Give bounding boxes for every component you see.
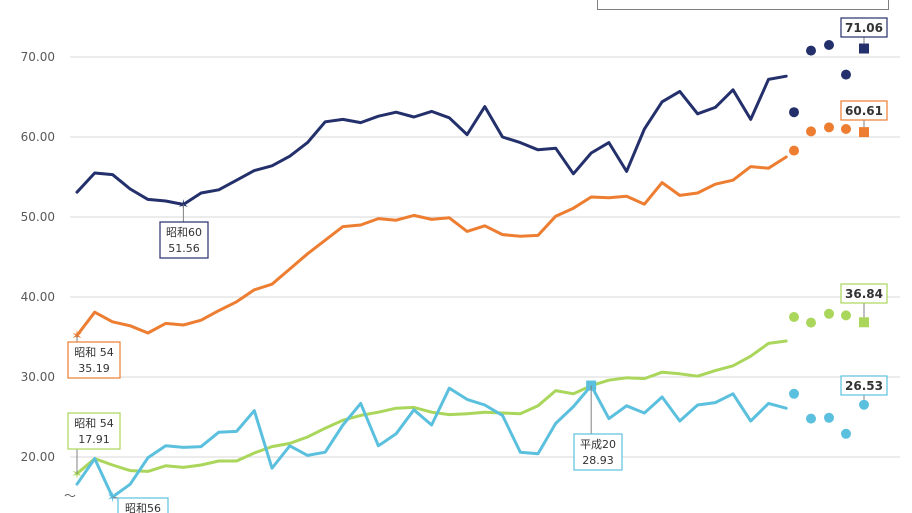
end-label-box xyxy=(840,100,888,121)
series-line-1 xyxy=(75,74,788,206)
series-line-4 xyxy=(75,384,788,499)
callout-value: 51.56 xyxy=(168,242,200,255)
projection-dot xyxy=(824,308,834,319)
callout-box xyxy=(573,433,623,471)
y-tick-label: 40.00 xyxy=(21,290,55,304)
projection-dot xyxy=(789,107,799,118)
chart-title-box xyxy=(597,0,889,10)
callout-leader xyxy=(112,496,119,499)
projection-dot xyxy=(806,317,816,328)
callout-label: 昭和56 xyxy=(125,502,161,513)
end-label-value: 36.84 xyxy=(845,287,883,301)
callout-label: 昭和60 xyxy=(166,226,202,239)
projection-dot xyxy=(859,399,869,410)
y-axis-ticks: 20.00 30.00 40.00 50.00 60.00 70.00 xyxy=(21,50,55,464)
callout-box xyxy=(117,497,169,513)
callout-box xyxy=(67,412,121,450)
projection-dot xyxy=(841,124,851,134)
projection-dot xyxy=(841,69,851,80)
series-line-2 xyxy=(75,155,788,337)
callout-label: 平成20 xyxy=(580,438,616,451)
end-label-box xyxy=(840,375,888,396)
projection-dot xyxy=(789,388,799,399)
projection-dot xyxy=(824,40,834,50)
callout-label: 昭和 54 xyxy=(74,346,114,359)
y-tick-label: 30.00 xyxy=(21,370,55,384)
end-labels: 71.06 60.61 36.84 26.53 xyxy=(840,17,888,400)
callout-value: 17.91 xyxy=(78,433,110,446)
projection-dot xyxy=(824,412,834,423)
y-tick-label: 50.00 xyxy=(21,210,55,224)
end-label-value: 60.61 xyxy=(845,104,883,118)
end-label-box xyxy=(840,17,888,38)
projection-square xyxy=(859,127,869,138)
callout-label: 昭和 54 xyxy=(74,417,114,430)
series-line-3 xyxy=(75,339,788,476)
projection-dot xyxy=(806,126,816,137)
callout-value: 35.19 xyxy=(78,362,110,375)
projection-dot xyxy=(806,45,816,56)
projection-dot xyxy=(789,145,799,156)
series-lines xyxy=(75,74,788,499)
projection-dot xyxy=(806,413,816,424)
axis-break-mark: 〜 xyxy=(64,489,76,503)
callout-box xyxy=(67,341,121,379)
y-tick-label: 60.00 xyxy=(21,130,55,144)
projection-dot xyxy=(824,122,834,133)
callout-value: 28.93 xyxy=(582,454,614,467)
projection-square xyxy=(859,43,869,54)
callout-marker: ✶ xyxy=(107,490,119,506)
callout-marker: ✶ xyxy=(71,467,83,483)
y-tick-label: 70.00 xyxy=(21,50,55,64)
end-label-box xyxy=(840,283,888,304)
gridlines xyxy=(70,56,900,458)
projection-dot xyxy=(841,428,851,439)
end-label-value: 71.06 xyxy=(845,21,883,35)
projection-square xyxy=(859,317,869,328)
callout-box xyxy=(159,221,209,259)
projection-markers xyxy=(789,40,869,439)
y-tick-label: 20.00 xyxy=(21,450,55,464)
end-label-value: 26.53 xyxy=(845,379,883,393)
projection-dot xyxy=(789,312,799,322)
projection-dot xyxy=(841,310,851,321)
